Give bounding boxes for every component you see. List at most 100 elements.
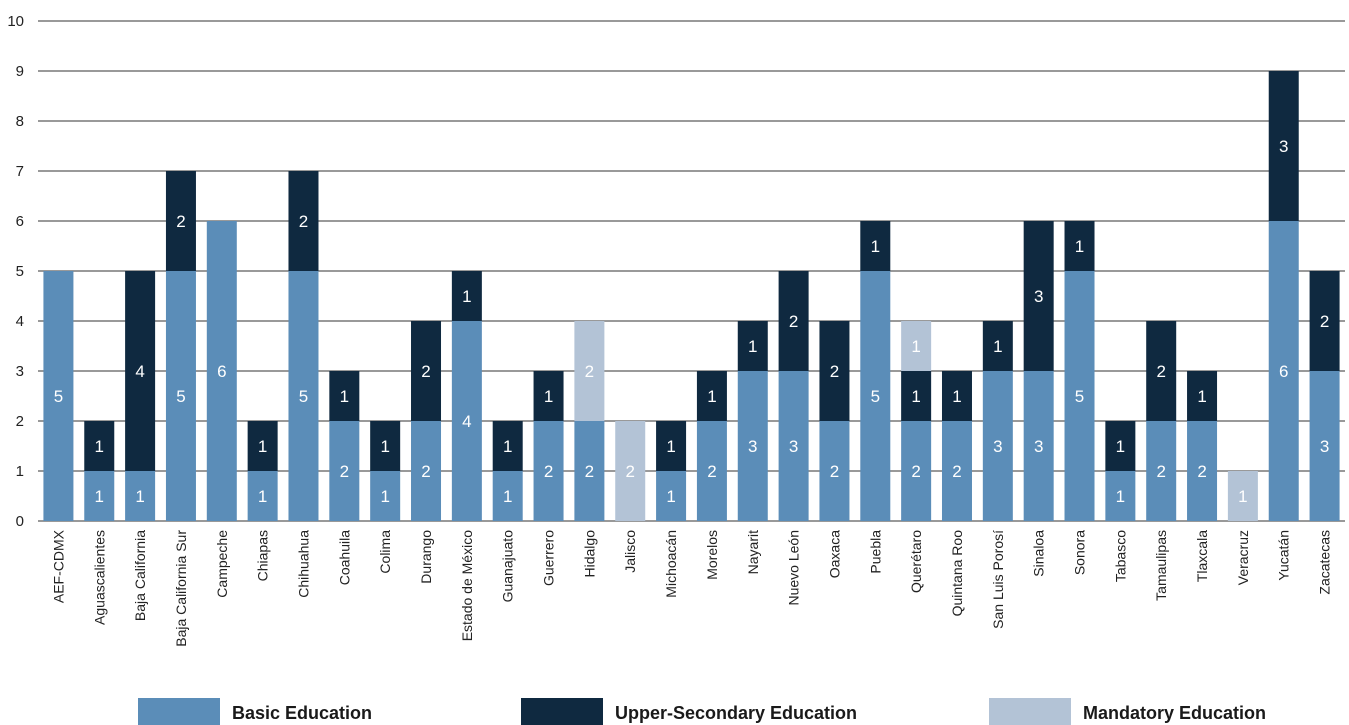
x-tick-label: Baja California Sur — [173, 530, 189, 647]
x-tick-label: Guerrero — [541, 530, 557, 586]
bar-segment — [247, 471, 278, 521]
bar-segment — [1187, 421, 1218, 521]
x-tick-label: Michoacán — [663, 530, 679, 598]
bar-segment — [370, 471, 401, 521]
bar-segment — [941, 371, 972, 421]
data-label: 2 — [176, 212, 185, 231]
bar-segment — [1146, 421, 1177, 521]
data-label: 1 — [1116, 437, 1125, 456]
bar-segment — [411, 321, 442, 421]
x-tick-label: Hidalgo — [581, 530, 597, 578]
data-label: 2 — [1320, 312, 1329, 331]
data-label: 1 — [707, 387, 716, 406]
x-tick-label: Quintana Roo — [949, 530, 965, 617]
bar-segment — [329, 421, 360, 521]
data-label: 3 — [993, 437, 1002, 456]
data-label: 3 — [1034, 437, 1043, 456]
data-label: 1 — [95, 437, 104, 456]
data-label: 2 — [585, 362, 594, 381]
x-tick-label: Durango — [418, 530, 434, 584]
bar-segment — [125, 471, 156, 521]
legend-swatch — [989, 698, 1071, 725]
x-tick-label: Baja California — [132, 530, 148, 621]
x-tick-label: Tabasco — [1112, 530, 1128, 582]
bar-segment — [819, 421, 850, 521]
data-label: 1 — [993, 337, 1002, 356]
legend-label: Basic Education — [232, 703, 372, 723]
bar-segment — [656, 421, 687, 471]
data-label: 3 — [748, 437, 757, 456]
bar-segment — [125, 271, 156, 471]
data-label: 2 — [340, 462, 349, 481]
data-label: 1 — [911, 387, 920, 406]
bar-segment — [411, 421, 442, 521]
bar-segment — [941, 421, 972, 521]
bar-segment — [1268, 71, 1299, 221]
y-tick-label: 10 — [7, 13, 24, 30]
bars: 5 1 1 1 4 5 2 6 1 1 5 2 2 1 1 1 2 2 4 1 1 1 2 1 2 2 2 1 1 2 1 3 1 3 2 2 2 5 1 2… — [43, 71, 1340, 521]
x-tick-label: AEF-CDMX — [50, 529, 66, 603]
x-tick-label: San Luis Porosí — [990, 530, 1006, 629]
data-label: 6 — [217, 362, 226, 381]
bar-segment — [1146, 321, 1177, 421]
bar-segment — [165, 271, 196, 521]
bar-segment — [819, 321, 850, 421]
data-label: 5 — [54, 387, 63, 406]
bar-segment — [1023, 221, 1054, 371]
x-tick-label: Aguascalientes — [91, 530, 107, 625]
y-tick-label: 0 — [16, 513, 24, 530]
x-tick-label: Nayarit — [745, 530, 761, 574]
data-label: 3 — [1034, 287, 1043, 306]
x-tick-label: Querétaro — [908, 530, 924, 593]
bar-segment — [492, 471, 523, 521]
x-tick-label: Chihuahua — [295, 530, 311, 598]
x-tick-label: Chiapas — [255, 530, 271, 581]
data-label: 1 — [748, 337, 757, 356]
bar-segment — [901, 371, 932, 421]
bar-segment — [1064, 271, 1095, 521]
bar-segment — [533, 421, 564, 521]
y-tick-label: 8 — [16, 113, 24, 130]
bar-segment — [737, 371, 768, 521]
data-label: 2 — [707, 462, 716, 481]
bar-segment — [84, 471, 115, 521]
bar-segment — [1227, 471, 1258, 521]
bar-segment — [982, 321, 1013, 371]
bar-segment — [778, 371, 809, 521]
y-tick-label: 4 — [16, 313, 24, 330]
bar-segment — [1309, 371, 1340, 521]
data-label: 5 — [299, 387, 308, 406]
data-label: 2 — [544, 462, 553, 481]
y-tick-label: 2 — [16, 413, 24, 430]
bar-segment — [1309, 271, 1340, 371]
data-label: 2 — [421, 362, 430, 381]
data-label: 3 — [1320, 437, 1329, 456]
x-tick-label: Guanajuato — [500, 530, 516, 603]
legend-swatch — [521, 698, 603, 725]
bar-segment — [1064, 221, 1095, 271]
data-label: 1 — [503, 487, 512, 506]
x-axis: AEF-CDMX Aguascalientes Baja California Baj… — [50, 529, 1332, 646]
x-tick-label: Oaxaca — [826, 530, 842, 578]
bar-segment — [1268, 221, 1299, 521]
legend: Basic Education Upper-Secondary Education… — [138, 698, 1266, 725]
bar-segment — [84, 421, 115, 471]
data-label: 1 — [952, 387, 961, 406]
data-label: 1 — [871, 237, 880, 256]
data-label: 1 — [135, 487, 144, 506]
y-tick-label: 7 — [16, 163, 24, 180]
x-tick-label: Sinaloa — [1031, 530, 1047, 577]
bar-segment — [615, 421, 646, 521]
bar-segment — [860, 271, 891, 521]
x-tick-label: Yucatán — [1276, 530, 1292, 581]
data-label: 1 — [380, 487, 389, 506]
bar-segment — [901, 321, 932, 371]
bar-segment — [329, 371, 360, 421]
y-tick-label: 1 — [16, 463, 24, 480]
data-label: 2 — [1156, 362, 1165, 381]
bar-segment — [451, 321, 482, 521]
data-label: 2 — [830, 362, 839, 381]
data-label: 2 — [585, 462, 594, 481]
y-tick-label: 5 — [16, 263, 24, 280]
